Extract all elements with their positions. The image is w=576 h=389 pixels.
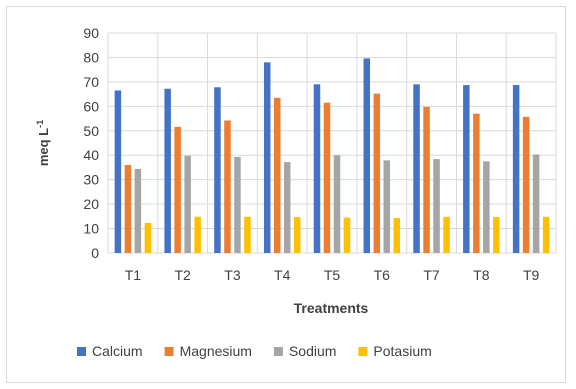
- x-tick-label: T9: [523, 267, 540, 283]
- bar-magnesium-t7: [423, 106, 430, 253]
- y-tick-labels: 0 10 20 30 40 50 60 70 80 90: [83, 25, 99, 261]
- legend-item-calcium: Calcium: [77, 343, 143, 359]
- bar-potasium-t1: [144, 222, 152, 253]
- y-axis-label: meq L-1: [35, 120, 51, 166]
- y-tick-label: 30: [83, 172, 99, 188]
- y-tick-label: 40: [83, 147, 99, 163]
- bar-magnesium-t8: [473, 113, 480, 254]
- y-tick-label: 90: [83, 25, 99, 41]
- bar-magnesium-t2: [174, 126, 181, 253]
- bar-sodium-t4: [283, 162, 291, 253]
- legend-swatch: [77, 347, 86, 356]
- y-tick-label: 20: [83, 196, 99, 212]
- x-tick-label: T7: [423, 267, 440, 283]
- y-tick-label: 80: [83, 49, 99, 65]
- gridlines: [107, 32, 557, 254]
- legend-label: Potasium: [373, 343, 431, 359]
- y-tick-label: 70: [83, 74, 99, 90]
- bar-calcium-t3: [214, 87, 221, 254]
- x-tick-label: T2: [174, 267, 191, 283]
- y-tick-label: 60: [83, 98, 99, 114]
- bar-sodium-t3: [234, 156, 241, 253]
- x-tick-label: T4: [274, 267, 291, 283]
- x-tick-label: T8: [473, 267, 490, 283]
- bar-sodium-t2: [184, 155, 191, 253]
- bar-magnesium-t9: [522, 116, 530, 253]
- bar-potasium-t9: [542, 216, 550, 253]
- legend-item-potasium: Potasium: [358, 343, 432, 359]
- bar-magnesium-t3: [224, 120, 231, 253]
- bar-potasium-t4: [293, 217, 301, 253]
- y-tick-label: 0: [91, 245, 99, 261]
- x-axis-label: Treatments: [294, 300, 369, 316]
- bar-calcium-t2: [164, 88, 171, 253]
- y-axis-label-text: meq L: [36, 128, 51, 166]
- bar-sodium-t9: [532, 154, 540, 253]
- legend-swatch: [358, 347, 368, 356]
- legend-swatch: [164, 347, 174, 356]
- legend-label: Calcium: [92, 343, 143, 359]
- bar-potasium-t2: [194, 216, 201, 253]
- bar-sodium-t1: [134, 168, 142, 253]
- bars: [114, 58, 550, 254]
- legend-label: Sodium: [289, 343, 336, 359]
- bar-potasium-t6: [393, 218, 401, 253]
- legend-item-sodium: Sodium: [273, 343, 336, 359]
- legend-item-magnesium: Magnesium: [164, 343, 252, 359]
- bar-calcium-t9: [512, 85, 520, 253]
- bar-sodium-t7: [433, 159, 440, 253]
- bar-magnesium-t1: [124, 165, 132, 253]
- bar-magnesium-t5: [323, 102, 331, 254]
- bar-sodium-t8: [483, 161, 490, 253]
- legend: Calcium Magnesium Sodium Potasium: [77, 343, 432, 359]
- bar-calcium-t6: [363, 58, 371, 253]
- x-tick-label: T5: [324, 267, 341, 283]
- y-tick-label: 50: [83, 123, 99, 139]
- x-tick-label: T6: [374, 267, 391, 283]
- bar-calcium-t4: [263, 62, 271, 254]
- bar-potasium-t7: [443, 216, 450, 253]
- bar-calcium-t8: [463, 85, 470, 253]
- bar-sodium-t6: [383, 160, 391, 253]
- legend-label: Magnesium: [180, 343, 252, 359]
- bar-magnesium-t4: [273, 97, 281, 254]
- x-tick-label: T3: [224, 267, 241, 283]
- bar-potasium-t3: [244, 216, 251, 253]
- x-tick-label: T1: [125, 267, 142, 283]
- bar-calcium-t1: [114, 90, 122, 253]
- bar-potasium-t8: [493, 217, 500, 253]
- legend-swatch: [273, 347, 283, 356]
- bar-calcium-t5: [313, 84, 321, 253]
- y-axis-label-superscript: -1: [35, 120, 45, 128]
- y-tick-label: 10: [83, 221, 99, 237]
- x-tick-labels: T1 T2 T3 T4 T5 T6 T7 T8 T9: [125, 267, 540, 283]
- bar-potasium-t5: [343, 217, 351, 253]
- bar-calcium-t7: [413, 84, 420, 253]
- bar-magnesium-t6: [373, 93, 381, 253]
- bar-sodium-t5: [333, 155, 341, 253]
